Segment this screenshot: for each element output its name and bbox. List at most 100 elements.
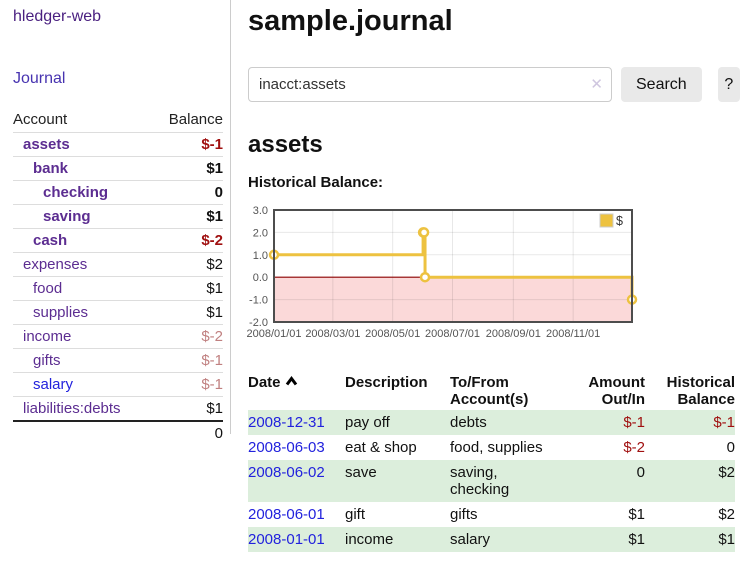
accounts-header-row: Account Balance [13,108,223,133]
account-balance: 0 [152,180,223,205]
account-link-saving[interactable]: saving [43,208,91,225]
account-row: supplies $1 [13,300,223,325]
transaction-date-link[interactable]: 2008-06-01 [248,506,325,523]
account-row: assets $-1 [13,132,223,157]
accounts-header-balance: Balance [168,111,223,128]
account-link-checking[interactable]: checking [43,184,109,201]
transactions-header-amount: Amount Out/In [588,374,645,408]
account-row: liabilities:debts $1 [13,396,223,421]
clear-search-icon[interactable]: ✕ [590,76,603,93]
account-balance: $-2 [152,228,223,253]
account-balance: $2 [152,252,223,277]
account-row: food $1 [13,276,223,301]
accounts-total-row: 0 [13,420,223,445]
svg-text:2008/07/01: 2008/07/01 [425,328,480,340]
search-input[interactable] [248,67,612,102]
transaction-row: 2008-01-01 income salary $1 $1 [248,527,735,552]
sort-ascending-icon [285,373,298,390]
transactions-header-row: Date Description To/From Account(s) Amou… [248,372,735,410]
transaction-description: pay off [345,414,390,431]
svg-text:-1.0: -1.0 [249,295,268,307]
transaction-date-link[interactable]: 2008-06-03 [248,439,325,456]
svg-text:1.0: 1.0 [253,250,268,262]
historical-balance-chart: 2008/01/01 2008/03/01 2008/05/01 2008/07/01… [246,205,638,340]
account-balance: $-1 [152,372,223,397]
account-row: income $-2 [13,324,223,349]
historical-balance-chart-container: 2008/01/01 2008/03/01 2008/05/01 2008/07/01… [242,204,740,347]
account-heading: assets [248,131,323,158]
transaction-date-link[interactable]: 2008-12-31 [248,414,325,431]
sidebar: hledger-web Journal Account Balance asse… [0,0,231,445]
account-row: checking 0 [13,180,223,205]
account-row: salary $-1 [13,372,223,397]
transaction-balance: 0 [726,439,735,456]
account-link-cash[interactable]: cash [33,232,68,249]
svg-text:2008/01/01: 2008/01/01 [246,328,301,340]
transaction-row: 2008-12-31 pay off debts $-1 $-1 [248,410,735,435]
svg-text:0.0: 0.0 [253,272,268,284]
accounts-header-account: Account [13,111,68,128]
transaction-accounts: debts [450,414,487,431]
search-button[interactable]: Search [621,67,702,102]
transaction-balance: $2 [718,464,735,481]
transaction-date-link[interactable]: 2008-01-01 [248,531,325,548]
transaction-description: save [345,464,377,481]
transactions-header-date[interactable]: Date [248,372,345,410]
chart-label: Historical Balance: [248,174,384,191]
transaction-balance: $-1 [713,414,735,431]
account-balance: $-2 [152,324,223,349]
account-row: saving $1 [13,204,223,229]
account-row: gifts $-1 [13,348,223,373]
account-row: cash $-2 [13,228,223,253]
svg-text:$: $ [616,214,623,228]
accounts-table: Account Balance assets $-1 bank $1 check… [13,108,223,445]
account-balance: $1 [152,204,223,229]
transactions-table: Date Description To/From Account(s) Amou… [248,372,735,552]
transaction-accounts: food, supplies [450,439,543,456]
account-link-assets[interactable]: assets [23,136,70,153]
transaction-amount: 0 [636,464,645,481]
svg-text:3.0: 3.0 [253,205,268,217]
transaction-row: 2008-06-02 save saving, checking 0 $2 [248,460,735,502]
svg-text:-2.0: -2.0 [249,317,268,329]
search-form: ✕ Search ? [248,67,740,102]
svg-text:2008/11/01: 2008/11/01 [546,328,600,340]
main-content: sample.journal ✕ Search ? assets Histori… [246,0,740,552]
transaction-amount: $-2 [623,439,645,456]
transactions-header-accounts: To/From Account(s) [450,374,529,408]
transaction-amount: $-1 [623,414,645,431]
transaction-balance: $1 [718,531,735,548]
transaction-accounts: gifts [450,506,478,523]
account-link-liabilities-debts[interactable]: liabilities:debts [23,400,121,417]
transaction-description: eat & shop [345,439,417,456]
account-balance: $1 [152,156,223,181]
page-title: sample.journal [248,5,453,37]
account-link-salary[interactable]: salary [33,376,74,393]
transaction-date-link[interactable]: 2008-06-02 [248,464,325,481]
account-link-expenses[interactable]: expenses [23,256,88,273]
account-link-gifts[interactable]: gifts [33,352,61,369]
transaction-row: 2008-06-03 eat & shop food, supplies $-2… [248,435,735,460]
help-button[interactable]: ? [717,67,740,102]
transactions-header-description: Description [345,374,428,391]
account-link-bank[interactable]: bank [33,160,69,177]
transaction-amount: $1 [628,531,645,548]
account-link-food[interactable]: food [33,280,63,297]
app-brand-link[interactable]: hledger-web [13,8,102,25]
account-balance: $1 [152,276,223,301]
sidebar-item-journal[interactable]: Journal [13,70,66,87]
transaction-accounts: saving, checking [450,464,510,498]
account-link-income[interactable]: income [23,328,72,345]
transaction-row: 2008-06-01 gift gifts $1 $2 [248,502,735,527]
svg-text:2008/09/01: 2008/09/01 [486,328,541,340]
account-balance: $-1 [152,132,223,157]
svg-text:2.0: 2.0 [253,227,268,239]
transaction-description: income [345,531,394,548]
account-balance: $1 [152,300,223,325]
transaction-accounts: salary [450,531,491,548]
account-balance: $-1 [152,348,223,373]
account-link-supplies[interactable]: supplies [33,304,89,321]
transaction-amount: $1 [628,506,645,523]
svg-text:2008/05/01: 2008/05/01 [365,328,420,340]
transaction-balance: $2 [718,506,735,523]
